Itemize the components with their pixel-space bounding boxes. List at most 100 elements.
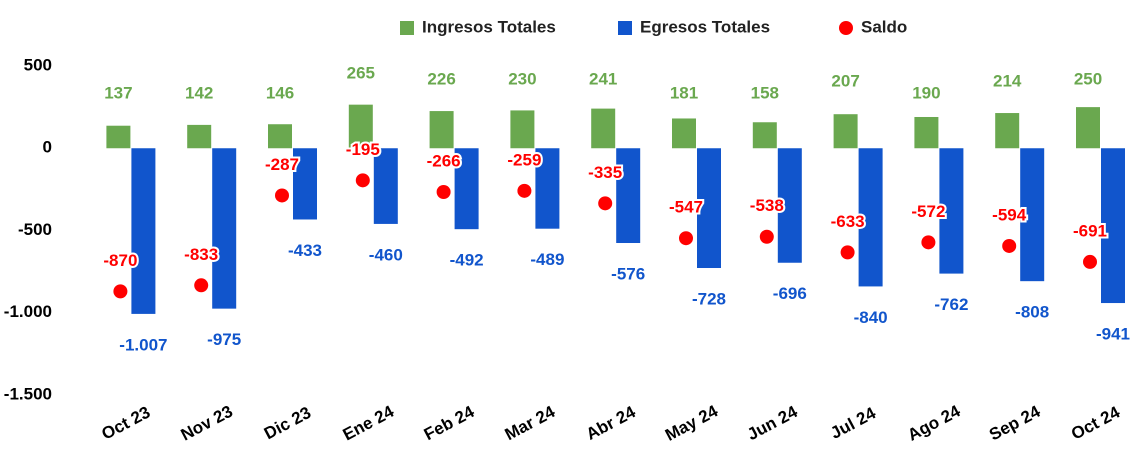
bar: [914, 116, 939, 149]
x-tick-label: Oct 24: [1068, 402, 1123, 443]
bar: [591, 108, 616, 149]
point: [598, 196, 613, 211]
point: [436, 185, 451, 200]
bar: [697, 148, 721, 269]
legend-label: Egresos Totales: [640, 17, 770, 36]
data-label: -547: [669, 198, 703, 217]
data-label: 142: [185, 83, 213, 102]
y-tick-label: 500: [24, 55, 52, 74]
point: [921, 235, 936, 250]
legend-swatch: [400, 21, 414, 35]
legend-swatch: [618, 21, 632, 35]
data-label: -576: [611, 264, 645, 283]
data-label: -460: [369, 245, 403, 264]
bar: [1020, 148, 1045, 282]
data-label: 207: [831, 71, 859, 90]
bar: [106, 125, 131, 149]
point: [275, 188, 289, 203]
point: [1083, 254, 1097, 269]
point: [840, 245, 855, 260]
data-label: 265: [347, 63, 375, 82]
data-label: -691: [1073, 221, 1107, 240]
bar: [348, 104, 373, 149]
data-label: 181: [670, 83, 698, 102]
bar: [616, 148, 641, 244]
data-label: -594: [992, 205, 1027, 224]
bar: [429, 111, 454, 149]
data-label: 137: [104, 83, 132, 102]
y-tick-label: -500: [18, 220, 52, 239]
x-tick-label: Oct 23: [99, 403, 154, 444]
x-tick-label: Feb 24: [421, 402, 478, 444]
point: [194, 278, 209, 293]
bar: [995, 113, 1020, 149]
bar: [131, 148, 156, 314]
bar: [373, 148, 398, 224]
x-tick-label: Nov 23: [178, 402, 236, 445]
data-label: -492: [450, 251, 484, 270]
x-tick-label: Sep 24: [986, 402, 1044, 445]
x-tick-label: Dic 23: [261, 403, 314, 443]
legend-label: Saldo: [861, 17, 907, 36]
bar: [187, 124, 212, 149]
data-label: 230: [508, 69, 536, 88]
data-label: -489: [530, 250, 564, 269]
bar: [454, 148, 479, 230]
legend-label: Ingresos Totales: [422, 17, 556, 36]
data-label: 190: [912, 83, 940, 102]
bar: [777, 148, 802, 263]
data-label: -975: [207, 330, 241, 349]
point: [517, 183, 532, 198]
data-label: -728: [692, 289, 726, 308]
data-label: -833: [184, 245, 218, 264]
data-label: -259: [507, 150, 541, 169]
data-label: -538: [750, 196, 784, 215]
data-label: -433: [288, 241, 322, 260]
x-tick-label: Ago 24: [904, 401, 963, 445]
x-tick-label: Mar 24: [502, 402, 559, 444]
data-label: 158: [751, 83, 779, 102]
bar: [293, 148, 317, 220]
data-label: -335: [588, 163, 622, 182]
data-label: -762: [934, 295, 968, 314]
x-tick-label: Abr 24: [583, 402, 639, 444]
bar: [833, 114, 858, 149]
data-label: 226: [427, 69, 455, 88]
bar: [1101, 148, 1125, 304]
data-label: 250: [1074, 69, 1102, 88]
bar: [672, 118, 696, 149]
data-label: -195: [346, 140, 380, 159]
point: [113, 284, 128, 299]
data-label: 146: [266, 83, 294, 102]
point: [355, 173, 370, 188]
data-label: 214: [993, 71, 1022, 90]
data-label: -1.007: [119, 335, 167, 354]
bar: [510, 110, 535, 149]
data-label: 241: [589, 69, 617, 88]
bar: [268, 124, 292, 149]
data-label: -941: [1096, 325, 1130, 344]
y-tick-label: 0: [43, 138, 52, 157]
y-tick-label: -1.500: [4, 384, 52, 403]
x-tick-label: Ene 24: [340, 402, 398, 445]
data-label: -266: [427, 151, 461, 170]
bar: [858, 148, 883, 287]
data-label: -287: [265, 155, 299, 174]
bar: [212, 148, 237, 309]
point: [1002, 238, 1017, 253]
bar: [1076, 107, 1100, 149]
bar: [752, 122, 777, 149]
point: [759, 229, 774, 244]
bar: [939, 148, 964, 274]
bar: [535, 148, 560, 229]
data-label: -870: [103, 251, 137, 270]
data-label: -696: [773, 284, 807, 303]
data-label: -633: [831, 212, 865, 231]
x-tick-label: Jun 24: [744, 402, 801, 444]
x-tick-label: May 24: [662, 401, 721, 445]
y-tick-label: -1.000: [4, 302, 52, 321]
point: [679, 231, 693, 246]
data-label: -808: [1015, 303, 1049, 322]
